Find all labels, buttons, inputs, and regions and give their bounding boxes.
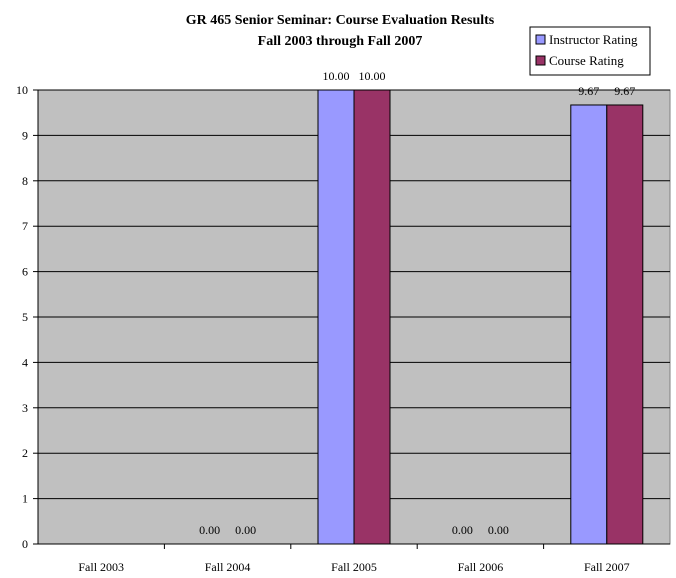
data-label: 0.00 [235, 523, 256, 537]
y-tick-label: 0 [22, 537, 28, 551]
bar-course-rating [606, 104, 644, 545]
chart-title: GR 465 Senior Seminar: Course Evaluation… [186, 13, 495, 28]
y-tick-label: 8 [22, 174, 28, 188]
y-tick-label: 1 [22, 492, 28, 506]
legend: Instructor Rating Course Rating [529, 26, 651, 76]
y-tick-label: 9 [22, 128, 28, 142]
legend-label: Instructor Rating [549, 32, 638, 47]
legend-box [529, 26, 651, 76]
data-label: 0.00 [199, 523, 220, 537]
y-tick-label: 4 [22, 355, 28, 369]
legend-swatch [535, 34, 546, 45]
x-tick-label: Fall 2007 [584, 560, 630, 574]
data-label: 9.67 [614, 84, 635, 98]
x-tick-label: Fall 2005 [331, 560, 377, 574]
x-tick-label: Fall 2006 [458, 560, 504, 574]
y-tick-label: 6 [22, 265, 28, 279]
x-tick-label: Fall 2003 [78, 560, 124, 574]
y-tick-label: 10 [16, 83, 28, 97]
data-label: 0.00 [452, 523, 473, 537]
data-label: 0.00 [488, 523, 509, 537]
y-tick-label: 5 [22, 310, 28, 324]
data-label: 9.67 [578, 84, 599, 98]
data-label: 10.00 [323, 69, 350, 83]
bar-instructor-rating [317, 89, 355, 545]
legend-label: Course Rating [549, 53, 624, 68]
y-tick-label: 7 [22, 219, 28, 233]
bar-instructor-rating [570, 104, 608, 545]
x-tick-label: Fall 2004 [205, 560, 251, 574]
bar-course-rating [353, 89, 391, 545]
y-tick-label: 3 [22, 401, 28, 415]
data-label: 10.00 [359, 69, 386, 83]
legend-swatch [535, 55, 546, 66]
chart-subtitle: Fall 2003 through Fall 2007 [258, 34, 423, 49]
y-tick-label: 2 [22, 446, 28, 460]
